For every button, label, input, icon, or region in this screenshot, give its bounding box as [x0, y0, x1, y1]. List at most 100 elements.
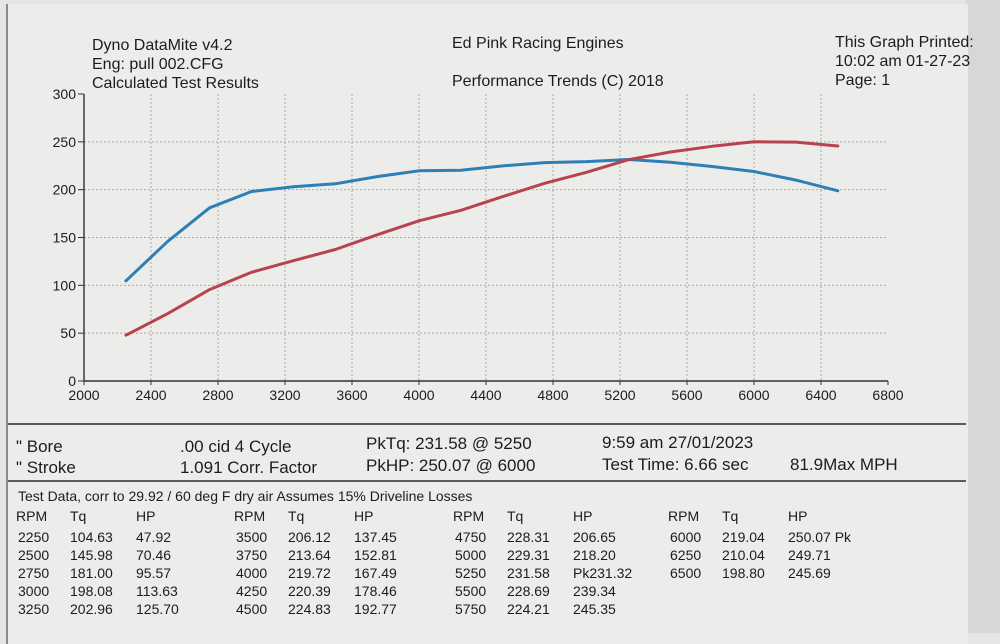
- printed-label: This Graph Printed:: [835, 34, 974, 51]
- table-header-hp: HP: [788, 508, 808, 524]
- table-cell: 104.63: [70, 529, 113, 545]
- series-line-hp: [124, 140, 840, 337]
- cid-info: .00 cid 4 Cycle: [180, 437, 292, 456]
- table-cell: 4500: [236, 601, 268, 617]
- table-cell: 5500: [455, 583, 487, 599]
- table-cell: 239.34: [573, 583, 616, 599]
- x-tick-label: 4000: [403, 387, 434, 403]
- table-cell: 3000: [18, 583, 50, 599]
- table-header-tq: Tq: [507, 508, 524, 524]
- table-header-hp: HP: [136, 508, 156, 524]
- table-header-rpm: RPM: [16, 508, 48, 524]
- divider-rule: [8, 423, 966, 425]
- program-name: Dyno DataMite v4.2: [92, 37, 233, 54]
- peak-torque: PkTq: 231.58 @ 5250: [366, 434, 532, 453]
- table-cell: 4250: [236, 583, 268, 599]
- x-tick-label: 6400: [805, 387, 836, 403]
- table-cell: 4750: [455, 529, 487, 545]
- table-cell: 95.57: [136, 565, 172, 581]
- table-cell: 145.98: [70, 547, 113, 563]
- table-cell: 5000: [455, 547, 487, 563]
- y-tick-label: 50: [60, 325, 76, 341]
- table-cell: 5750: [455, 601, 487, 617]
- x-tick-label: 3200: [269, 387, 300, 403]
- table-cell: 6000: [670, 529, 702, 545]
- table-cell: 224.21: [507, 601, 550, 617]
- test-data-caption: Test Data, corr to 29.92 / 60 deg F dry …: [18, 488, 473, 504]
- table-cell: 218.20: [573, 547, 616, 563]
- x-tick-label: 2800: [202, 387, 233, 403]
- chart-ticks: 2000 2400 2800 3200 3600 4000 4400 4800 5200 5600…: [53, 86, 904, 403]
- x-tick-label: 4800: [537, 387, 568, 403]
- table-cell: 206.12: [288, 529, 331, 545]
- table-cell: 219.72: [288, 565, 331, 581]
- peak-hp: PkHP: 250.07 @ 6000: [366, 456, 536, 475]
- table-header-tq: Tq: [70, 508, 87, 524]
- table-cell: 2250: [18, 529, 50, 545]
- results-label: Calculated Test Results: [92, 75, 259, 92]
- table-cell: 192.77: [354, 601, 397, 617]
- table-cell: 2750: [18, 565, 50, 581]
- y-tick-label: 0: [68, 373, 76, 389]
- y-tick-label: 150: [53, 230, 77, 246]
- chart-series: [124, 140, 840, 337]
- company-name: Ed Pink Racing Engines: [452, 35, 624, 52]
- table-cell: 6250: [670, 547, 702, 563]
- x-tick-label: 4400: [470, 387, 501, 403]
- table-header-rpm: RPM: [668, 508, 700, 524]
- table-cell: 70.46: [136, 547, 172, 563]
- x-tick-label: 6800: [872, 387, 903, 403]
- table-cell: 125.70: [136, 601, 179, 617]
- test-time: Test Time: 6.66 sec: [602, 455, 749, 474]
- printed-time: 10:02 am 01-27-23: [835, 53, 971, 70]
- table-cell: 198.80: [722, 565, 765, 581]
- y-tick-label: 100: [53, 277, 77, 293]
- table-header-tq: Tq: [288, 508, 305, 524]
- table-cell: 245.35: [573, 601, 616, 617]
- table-cell: 206.65: [573, 529, 616, 545]
- table-cell: 198.08: [70, 583, 113, 599]
- page-edge: [966, 0, 1000, 633]
- table-cell: 210.04: [722, 547, 765, 563]
- corr-factor: 1.091 Corr. Factor: [180, 458, 318, 477]
- chart-grid: [84, 94, 888, 381]
- bore-label: " Bore: [16, 437, 63, 456]
- table-cell: 3750: [236, 547, 268, 563]
- table-cell: 181.00: [70, 565, 113, 581]
- max-mph: 81.9Max MPH: [790, 455, 898, 474]
- table-cell: 4000: [236, 565, 268, 581]
- table-cell: 229.31: [507, 547, 550, 563]
- table-header-tq: Tq: [722, 508, 739, 524]
- copyright: Performance Trends (C) 2018: [452, 73, 664, 90]
- x-tick-label: 3600: [336, 387, 367, 403]
- engine-file: Eng: pull 002.CFG: [92, 56, 224, 73]
- y-tick-label: 250: [53, 134, 77, 150]
- table-cell: 249.71: [788, 547, 831, 563]
- table-cell: 6500: [670, 565, 702, 581]
- table-cell: 113.63: [136, 583, 178, 599]
- table-cell: 137.45: [354, 529, 397, 545]
- table-cell: 231.58: [507, 565, 550, 581]
- table-cell: 245.69: [788, 565, 831, 581]
- table-cell: 178.46: [354, 583, 397, 599]
- table-cell: Pk231.32: [573, 565, 633, 581]
- table-cell: 250.07 Pk: [788, 529, 852, 545]
- x-tick-label: 2000: [68, 387, 99, 403]
- table-cell: 202.96: [70, 601, 113, 617]
- y-tick-label: 300: [53, 86, 77, 102]
- x-tick-label: 2400: [135, 387, 166, 403]
- table-cell: 219.04: [722, 529, 765, 545]
- table-cell: 3500: [236, 529, 268, 545]
- dyno-printout: [6, 4, 968, 644]
- page-number: Page: 1: [835, 72, 891, 89]
- y-tick-label: 200: [53, 182, 77, 198]
- table-cell: 2500: [18, 547, 50, 563]
- dyno-chart: 2000 2400 2800 3200 3600 4000 4400 4800 5200 5600…: [53, 86, 904, 403]
- table-cell: 228.31: [507, 529, 550, 545]
- divider-rule: [8, 480, 966, 482]
- test-datetime: 9:59 am 27/01/2023: [602, 433, 754, 452]
- series-line-tq: [124, 158, 840, 283]
- table-header-hp: HP: [354, 508, 374, 524]
- table-header-hp: HP: [573, 508, 593, 524]
- x-tick-label: 6000: [738, 387, 769, 403]
